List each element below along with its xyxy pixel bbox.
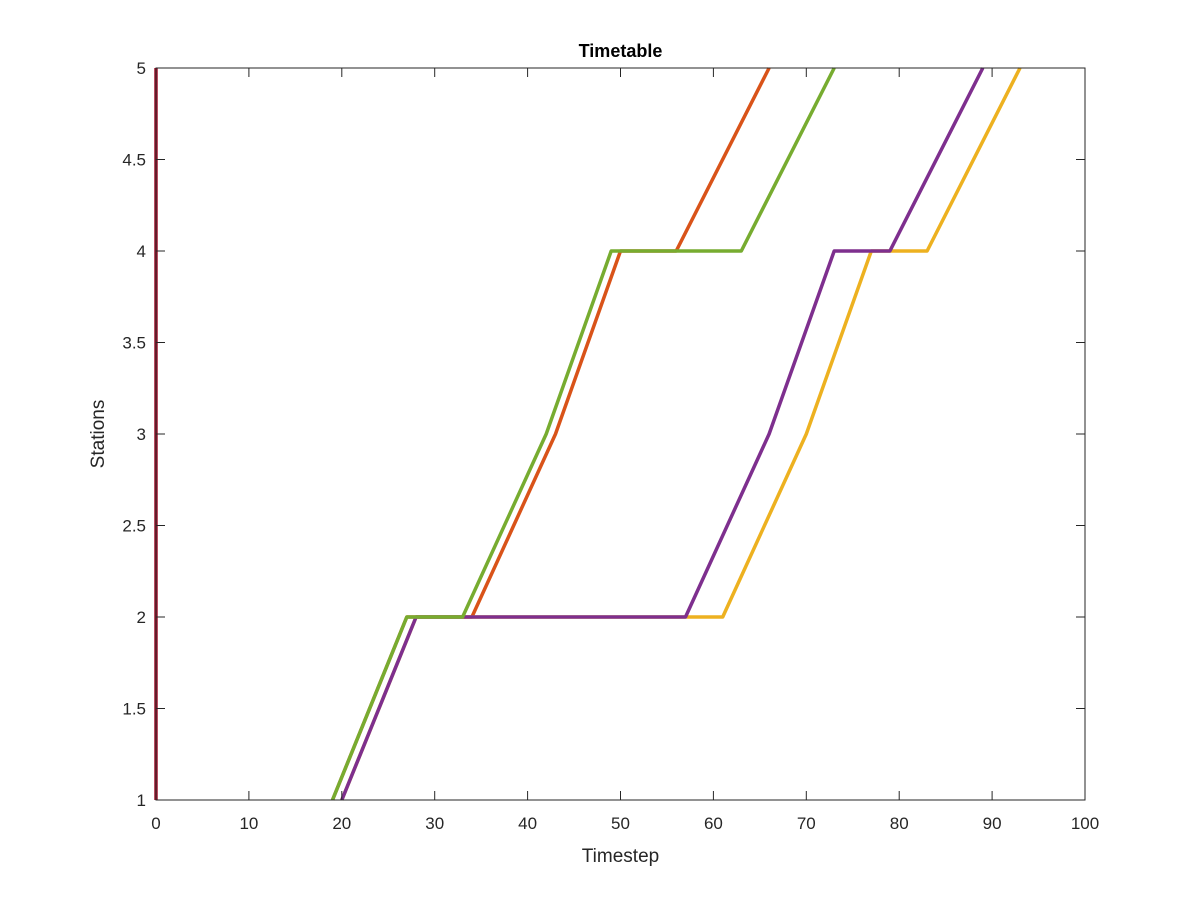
x-tick-label: 40 — [518, 814, 537, 833]
x-tick-label: 30 — [425, 814, 444, 833]
y-tick-label: 5 — [137, 59, 146, 78]
y-tick-label: 4 — [137, 242, 146, 261]
y-tick-label: 4.5 — [122, 151, 146, 170]
x-tick-label: 80 — [890, 814, 909, 833]
y-tick-label: 3.5 — [122, 334, 146, 353]
y-axis-label: Stations — [88, 400, 109, 469]
series-line-4 — [340, 67, 985, 801]
series-line-3 — [340, 67, 1022, 801]
y-tick-label: 1 — [137, 791, 146, 810]
y-tick-label: 1.5 — [122, 700, 146, 719]
series-line-2 — [330, 67, 771, 801]
y-axis: 1 1.5 2 2.5 3 3.5 4 4.5 5 — [122, 59, 1085, 810]
y-tick-label: 3 — [137, 425, 146, 444]
x-tick-label: 60 — [704, 814, 723, 833]
series-layer — [154, 67, 1022, 801]
series-line-5 — [330, 67, 836, 801]
x-tick-label: 10 — [239, 814, 258, 833]
x-tick-label: 0 — [151, 814, 160, 833]
plot-area-frame — [155, 67, 1086, 801]
x-tick-label: 90 — [983, 814, 1002, 833]
x-tick-label: 100 — [1071, 814, 1099, 833]
x-axis: 0 10 20 30 40 50 60 70 80 90 100 — [151, 68, 1099, 833]
x-tick-label: 50 — [611, 814, 630, 833]
y-tick-label: 2.5 — [122, 517, 146, 536]
x-tick-label: 70 — [797, 814, 816, 833]
x-axis-label: Timestep — [582, 846, 659, 867]
y-tick-label: 2 — [137, 608, 146, 627]
x-tick-label: 20 — [332, 814, 351, 833]
chart-title: Timetable — [579, 41, 663, 61]
